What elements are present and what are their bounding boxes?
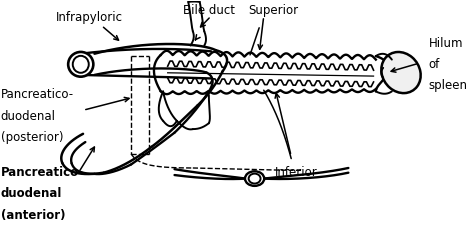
Ellipse shape xyxy=(245,171,264,186)
Text: Inferior: Inferior xyxy=(275,166,318,179)
Text: of: of xyxy=(428,58,440,71)
Text: Pancreatico-: Pancreatico- xyxy=(0,166,84,179)
Text: duodenal: duodenal xyxy=(0,110,55,123)
Text: Pancreatico-: Pancreatico- xyxy=(0,88,74,101)
Ellipse shape xyxy=(381,52,421,93)
Text: Superior: Superior xyxy=(248,4,298,17)
Ellipse shape xyxy=(68,52,93,77)
Text: (posterior): (posterior) xyxy=(0,131,63,144)
Text: (anterior): (anterior) xyxy=(0,209,65,222)
Text: Bile duct: Bile duct xyxy=(183,4,235,17)
Text: spleen: spleen xyxy=(428,79,467,92)
Text: Infrapyloric: Infrapyloric xyxy=(55,11,123,24)
Text: Hilum: Hilum xyxy=(428,36,463,50)
Text: duodenal: duodenal xyxy=(0,187,62,201)
